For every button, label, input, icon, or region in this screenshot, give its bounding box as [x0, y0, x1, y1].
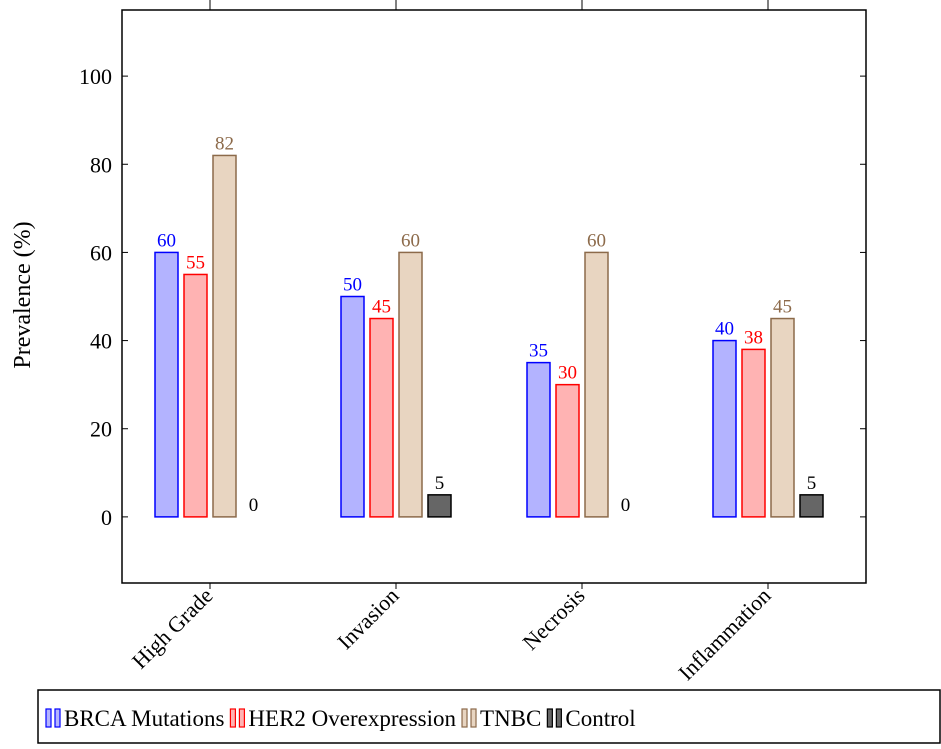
legend-label: BRCA Mutations	[64, 706, 224, 731]
y-tick-label: 80	[90, 152, 112, 177]
value-label: 50	[343, 275, 362, 296]
bar	[770, 317, 795, 518]
legend-swatch	[461, 708, 468, 728]
value-label: 0	[249, 495, 259, 516]
bar	[799, 494, 824, 518]
bar	[212, 154, 237, 518]
bar	[427, 494, 452, 518]
legend-box	[37, 689, 941, 744]
x-tick-label: High Grade	[127, 583, 218, 674]
legend-swatch	[45, 708, 52, 728]
legend-swatch	[238, 708, 246, 728]
value-label: 40	[715, 319, 734, 340]
bar	[741, 348, 766, 518]
legend-swatch	[54, 708, 61, 728]
value-label: 82	[215, 133, 234, 154]
value-label: 60	[401, 230, 420, 251]
value-label: 30	[558, 363, 577, 384]
bar	[712, 339, 737, 518]
bar	[555, 383, 580, 518]
bar	[526, 361, 551, 518]
bar	[154, 251, 179, 518]
value-label: 55	[186, 252, 205, 273]
legend-label: TNBC	[480, 706, 541, 731]
bar	[369, 317, 394, 518]
value-label: 45	[773, 297, 792, 318]
legend-swatch	[555, 708, 562, 728]
value-label: 35	[529, 341, 548, 362]
y-tick-label: 100	[79, 64, 112, 89]
y-tick-label: 40	[90, 329, 112, 354]
legend: BRCA Mutations HER2 Overexpression TNBC Con…	[37, 689, 941, 744]
value-label: 60	[157, 230, 176, 251]
value-label: 45	[372, 297, 391, 318]
legend-label: HER2 Overexpression	[248, 706, 456, 731]
x-tick-label: Inflammation	[673, 583, 775, 685]
y-tick-label: 60	[90, 240, 112, 265]
y-axis-label: Prevalence (%)	[10, 221, 36, 368]
x-tick-label: Invasion	[332, 583, 403, 654]
legend-label: Control	[565, 706, 635, 731]
value-label: 38	[744, 327, 763, 348]
value-label: 5	[435, 473, 445, 494]
legend-swatch	[229, 708, 237, 728]
y-tick-label: 20	[90, 417, 112, 442]
value-label: 0	[621, 495, 631, 516]
bar	[584, 251, 609, 518]
value-label: 60	[587, 230, 606, 251]
bar	[340, 295, 365, 518]
x-tick-label: Necrosis	[517, 583, 589, 655]
value-label: 5	[807, 473, 817, 494]
plot-frame	[121, 9, 867, 584]
bar	[398, 251, 423, 518]
legend-swatch	[546, 708, 553, 728]
bar	[183, 273, 208, 518]
legend-swatch	[470, 708, 477, 728]
y-tick-label: 0	[101, 505, 112, 530]
